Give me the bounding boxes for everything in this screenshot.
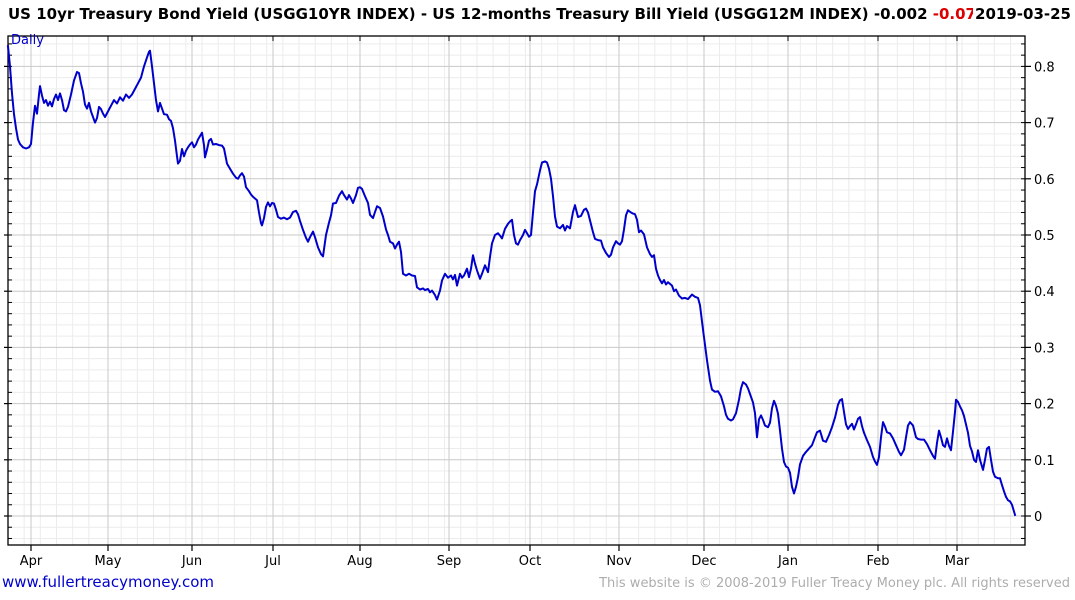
y-axis-label: 0.4	[1034, 285, 1055, 300]
change-pct-value: -0.07	[932, 5, 976, 23]
y-axis-label: 0.1	[1034, 454, 1055, 469]
plot-frame	[7, 35, 1026, 546]
x-axis-label: Nov	[606, 554, 632, 569]
x-axis-label: Apr	[20, 554, 43, 569]
x-axis-label: Dec	[691, 554, 716, 569]
chart-date: 2019-03-25	[973, 5, 1071, 23]
axis-ticks	[4, 36, 1031, 551]
footer-website-link[interactable]: www.fullertreacymoney.com	[2, 573, 215, 591]
x-axis-label: Oct	[519, 554, 541, 569]
chart-title: US 10yr Treasury Bond Yield (USGG10YR IN…	[8, 5, 869, 23]
y-axis-labels: 0 0.1 0.2 0.3 0.4 0.5 0.6 0.7 0.8	[1034, 60, 1055, 525]
x-axis-label: Mar	[945, 554, 970, 569]
chart-title-bar: US 10yr Treasury Bond Yield (USGG10YR IN…	[8, 5, 1071, 29]
x-axis-label: Jul	[264, 554, 281, 569]
x-axis-label: Feb	[866, 554, 889, 569]
frequency-label: Daily	[11, 33, 44, 48]
x-axis-label: Sep	[437, 554, 462, 569]
grid-major	[8, 36, 1025, 545]
grid-minor	[8, 36, 1025, 545]
x-axis-label: May	[95, 554, 122, 569]
y-axis-label: 0.8	[1034, 60, 1055, 75]
x-axis-label: Jun	[181, 554, 202, 569]
change-value: -0.002	[873, 5, 928, 23]
x-axis-labels: Apr May Jun Jul Aug Sep Oct Nov Dec Jan Feb Mar	[20, 554, 970, 569]
y-axis-label: 0.5	[1034, 229, 1055, 244]
y-axis-label: 0.7	[1034, 117, 1055, 132]
x-axis-label: Aug	[347, 554, 372, 569]
y-axis-label: 0.6	[1034, 173, 1055, 188]
copyright-text: This website is © 2008-2019 Fuller Treac…	[599, 576, 1070, 591]
spread-line-series	[6, 45, 1017, 517]
y-axis-label: 0	[1034, 510, 1042, 525]
y-axis-label: 0.2	[1034, 398, 1055, 413]
x-axis-label: Jan	[777, 554, 798, 569]
y-axis-label: 0.3	[1034, 341, 1055, 356]
